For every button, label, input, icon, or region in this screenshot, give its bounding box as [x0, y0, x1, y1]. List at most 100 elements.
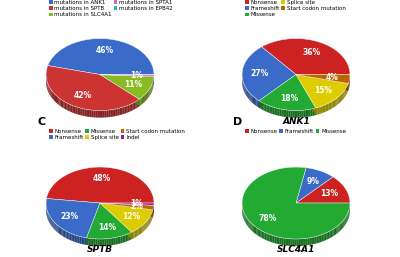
Polygon shape	[46, 46, 154, 117]
Polygon shape	[83, 237, 85, 245]
Polygon shape	[318, 107, 319, 115]
Polygon shape	[273, 235, 274, 243]
Polygon shape	[290, 110, 292, 117]
Text: 4%: 4%	[326, 73, 339, 82]
Polygon shape	[316, 107, 318, 115]
Polygon shape	[126, 105, 128, 113]
Polygon shape	[130, 232, 132, 240]
Polygon shape	[84, 109, 86, 116]
Polygon shape	[141, 225, 142, 233]
Polygon shape	[296, 75, 316, 115]
Polygon shape	[151, 213, 152, 222]
Polygon shape	[336, 226, 338, 234]
Polygon shape	[340, 223, 341, 231]
Polygon shape	[139, 227, 140, 235]
Polygon shape	[116, 108, 118, 116]
Polygon shape	[152, 211, 153, 219]
Polygon shape	[260, 230, 262, 238]
Text: 15%: 15%	[314, 86, 332, 95]
Polygon shape	[152, 82, 153, 90]
Polygon shape	[266, 105, 268, 112]
Text: 42%: 42%	[73, 91, 91, 100]
Polygon shape	[48, 85, 49, 94]
Polygon shape	[263, 103, 265, 111]
Polygon shape	[71, 234, 73, 241]
Polygon shape	[309, 237, 311, 245]
Polygon shape	[348, 210, 349, 219]
Polygon shape	[256, 99, 258, 107]
Polygon shape	[49, 214, 50, 223]
Polygon shape	[61, 99, 62, 107]
Polygon shape	[92, 238, 94, 246]
Text: 1%: 1%	[130, 71, 143, 80]
Polygon shape	[296, 75, 350, 84]
Polygon shape	[70, 233, 71, 241]
Polygon shape	[335, 227, 336, 235]
Polygon shape	[124, 106, 126, 114]
Polygon shape	[112, 238, 114, 245]
Polygon shape	[263, 232, 265, 240]
Polygon shape	[135, 101, 137, 109]
Polygon shape	[62, 229, 64, 237]
Polygon shape	[294, 239, 296, 246]
Polygon shape	[256, 227, 258, 235]
Polygon shape	[341, 222, 342, 230]
Polygon shape	[117, 237, 119, 244]
Polygon shape	[292, 111, 294, 117]
Polygon shape	[52, 91, 53, 99]
Text: 48%: 48%	[93, 174, 112, 183]
Polygon shape	[53, 92, 54, 100]
Polygon shape	[242, 46, 350, 117]
Polygon shape	[144, 94, 145, 102]
Polygon shape	[86, 203, 132, 239]
Polygon shape	[78, 236, 80, 243]
Polygon shape	[270, 234, 271, 242]
Polygon shape	[99, 239, 101, 246]
Polygon shape	[101, 239, 103, 246]
Polygon shape	[346, 215, 347, 224]
Polygon shape	[100, 203, 153, 217]
Polygon shape	[76, 107, 77, 114]
Polygon shape	[100, 75, 154, 84]
Polygon shape	[344, 218, 345, 226]
Polygon shape	[151, 85, 152, 94]
Polygon shape	[293, 239, 294, 246]
Polygon shape	[60, 98, 61, 106]
Polygon shape	[298, 111, 300, 117]
Polygon shape	[259, 229, 260, 237]
Polygon shape	[255, 98, 256, 106]
Polygon shape	[100, 75, 139, 106]
Polygon shape	[48, 39, 154, 75]
Polygon shape	[55, 94, 56, 102]
Text: 11%: 11%	[125, 80, 143, 89]
Polygon shape	[278, 108, 280, 116]
Polygon shape	[338, 225, 339, 233]
Polygon shape	[313, 237, 315, 244]
Polygon shape	[243, 211, 244, 219]
Polygon shape	[88, 238, 90, 245]
Polygon shape	[300, 239, 302, 246]
Polygon shape	[116, 237, 117, 245]
Polygon shape	[306, 238, 308, 245]
Polygon shape	[65, 231, 67, 238]
Polygon shape	[322, 105, 324, 113]
Polygon shape	[108, 110, 110, 117]
Polygon shape	[259, 75, 296, 108]
Polygon shape	[62, 100, 63, 108]
Polygon shape	[92, 110, 94, 117]
Polygon shape	[88, 109, 90, 117]
Polygon shape	[86, 203, 100, 245]
Polygon shape	[132, 231, 133, 239]
Polygon shape	[105, 110, 106, 117]
Polygon shape	[149, 217, 150, 225]
Polygon shape	[86, 109, 88, 117]
Text: 9%: 9%	[306, 177, 319, 186]
Polygon shape	[322, 234, 323, 242]
Polygon shape	[103, 110, 105, 117]
Polygon shape	[106, 238, 108, 246]
Polygon shape	[140, 97, 142, 105]
Polygon shape	[86, 238, 88, 245]
Polygon shape	[331, 101, 333, 109]
Polygon shape	[305, 110, 307, 117]
Text: 12%: 12%	[122, 212, 140, 221]
